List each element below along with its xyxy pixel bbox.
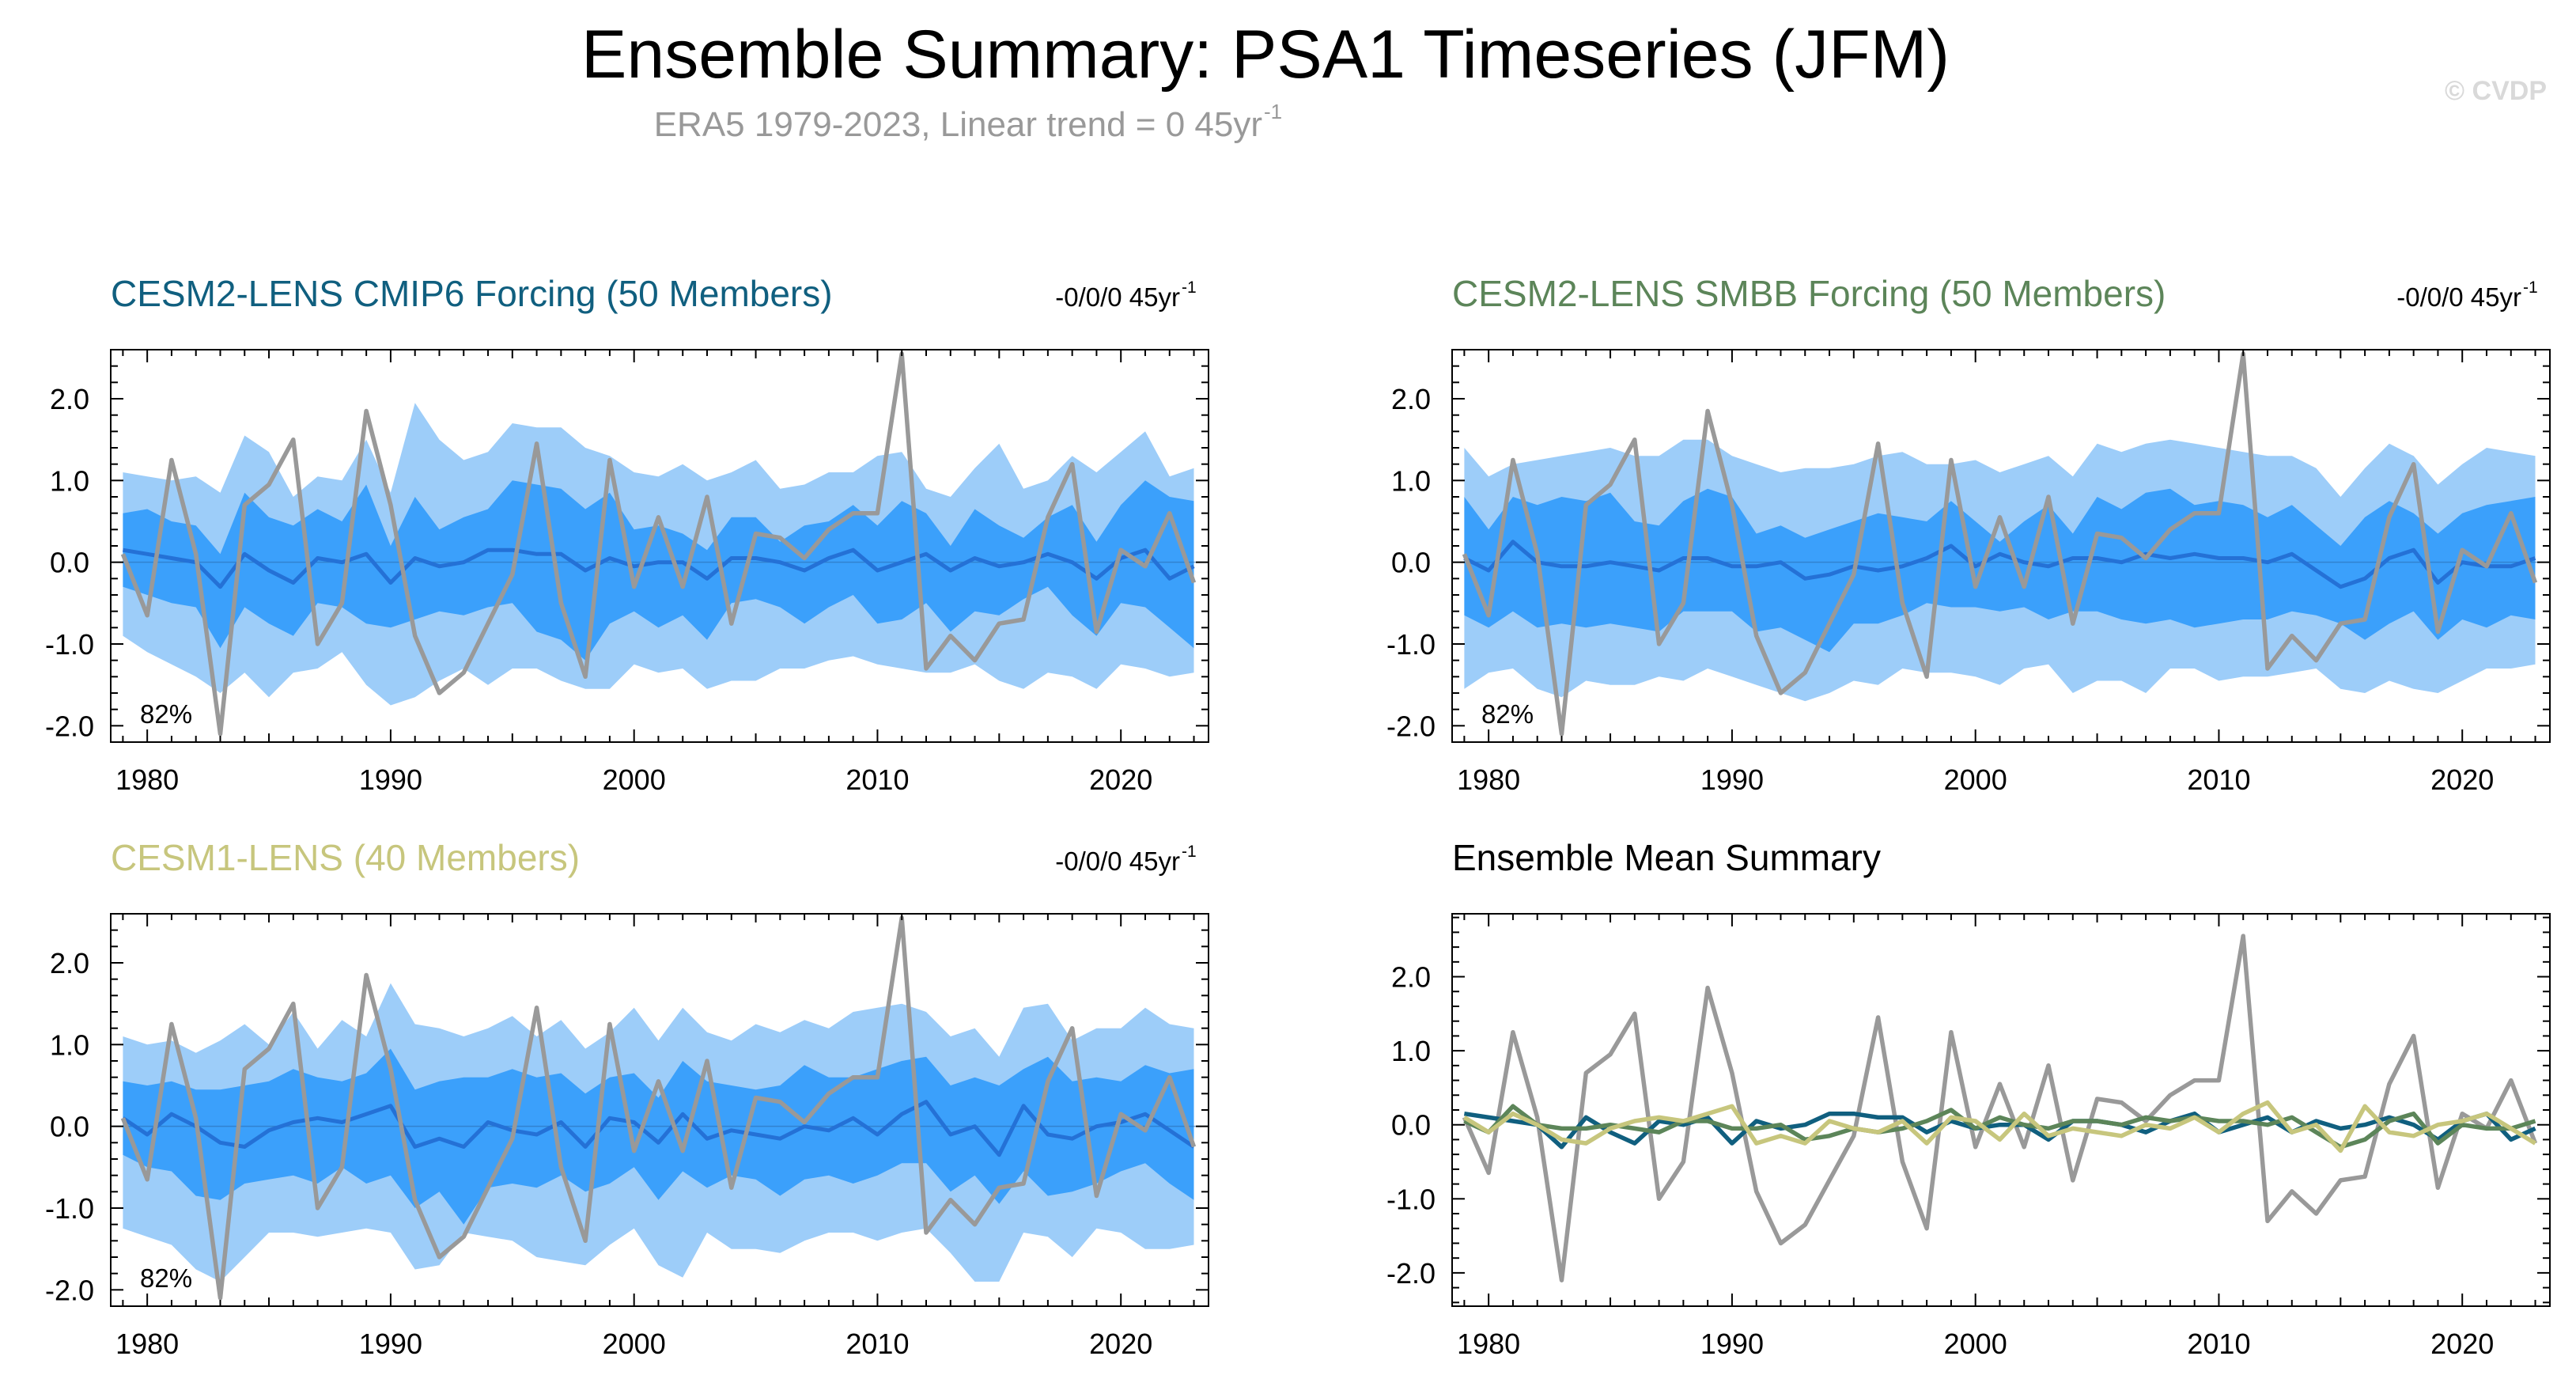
trend-label: -0/0/0 45yr — [1055, 847, 1180, 876]
panel-title: CESM2-LENS CMIP6 Forcing (50 Members) — [111, 273, 833, 314]
era5-observed-line — [120, 915, 1197, 1301]
y-tick-label: 2.0 — [50, 947, 89, 979]
y-tick-label: 2.0 — [1391, 961, 1431, 994]
percent-label: 82% — [1481, 699, 1534, 729]
trend-label: -0/0/0 45yr — [1055, 282, 1180, 312]
y-tick-label: 1.0 — [50, 464, 89, 497]
panels: 1980 1990 2000 2010 2020 2.0 1.0 0.0 -1.0 -2.0 CES… — [45, 273, 2551, 1360]
figure-subtitle: ERA5 1979-2023, Linear trend = 0 45yr — [654, 105, 1262, 144]
y-tick-label: 0.0 — [50, 547, 89, 579]
ensemble-mean-line — [122, 1100, 1195, 1157]
figure-subtitle-superscript: -1 — [1264, 100, 1282, 123]
panel-title: CESM2-LENS SMBB Forcing (50 Members) — [1452, 273, 2166, 314]
x-tick-label: 1980 — [115, 1328, 179, 1360]
panel-title: CESM1-LENS (40 Members) — [111, 837, 580, 878]
ensemble-inner-band — [123, 480, 1194, 661]
panel-summary: 1980 1990 2000 2010 2020 2.0 1.0 0.0 -1.0 -2.0 Ens… — [1386, 837, 2551, 1360]
y-tick-label: -1.0 — [1386, 628, 1436, 661]
ensemble-inner-band — [123, 1048, 1194, 1225]
y-tick-label: 1.0 — [1391, 464, 1431, 497]
y-tick-label: 0.0 — [50, 1111, 89, 1143]
x-tick-label: 2010 — [2187, 763, 2250, 796]
series-line-cesm2-lens-smbb — [1463, 1104, 2536, 1150]
x-tick-label: 1980 — [115, 763, 179, 796]
y-tick-label: -1.0 — [45, 1192, 94, 1225]
panel-cmip6: 1980 1990 2000 2010 2020 2.0 1.0 0.0 -1.0 -2.0 CES… — [45, 273, 1209, 796]
x-tick-label: 1990 — [1700, 763, 1764, 796]
plot-area — [1462, 934, 2538, 1282]
trend-label-superscript: -1 — [2523, 278, 2538, 297]
percent-label: 82% — [140, 1263, 192, 1293]
x-tick-label: 2000 — [603, 763, 666, 796]
series-line-era5 — [1462, 934, 2538, 1282]
x-tick-label: 1980 — [1457, 763, 1520, 796]
x-tick-label: 1990 — [359, 1328, 422, 1360]
x-tick-label: 1990 — [359, 763, 422, 796]
plot-area — [111, 915, 1209, 1301]
y-tick-label: -2.0 — [45, 710, 94, 742]
panel-smbb: 1980 1990 2000 2010 2020 2.0 1.0 0.0 -1.0 -2.0 CES… — [1386, 273, 2551, 796]
percent-label: 82% — [140, 699, 192, 729]
y-tick-label: 2.0 — [50, 383, 89, 415]
ensemble-inner-band — [1464, 488, 2536, 653]
x-tick-label: 2020 — [2430, 763, 2494, 796]
era5-observed-line — [120, 351, 1197, 737]
panel-title: Ensemble Mean Summary — [1452, 837, 1881, 878]
y-tick-label: -2.0 — [1386, 710, 1436, 742]
y-tick-label: 0.0 — [1391, 547, 1431, 579]
ensemble-mean-line — [1463, 540, 2536, 589]
trend-label-superscript: -1 — [1182, 843, 1197, 861]
series-line-cesm1-lens — [1462, 1100, 2536, 1153]
plot-frame — [1451, 913, 2551, 1307]
y-tick-label: -2.0 — [45, 1274, 94, 1306]
trend-label: -0/0/0 45yr — [2396, 282, 2521, 312]
plot-area — [1452, 351, 2550, 737]
series-line-cesm2-lens-cmip6 — [1463, 1111, 2536, 1150]
ensemble-mean-line — [122, 547, 1195, 589]
y-tick-label: 0.0 — [1391, 1109, 1431, 1142]
x-tick-label: 2010 — [845, 1328, 909, 1360]
y-tick-label: 1.0 — [50, 1028, 89, 1061]
x-tick-label: 2020 — [1089, 763, 1152, 796]
plot-area — [111, 351, 1209, 737]
trend-label-superscript: -1 — [1182, 278, 1197, 297]
era5-observed-line — [1462, 351, 2538, 737]
x-tick-label: 2020 — [2430, 1328, 2494, 1360]
y-tick-label: -1.0 — [1386, 1183, 1436, 1215]
x-tick-label: 2010 — [2187, 1328, 2250, 1360]
x-tick-label: 1980 — [1457, 1328, 1520, 1360]
cvdp-watermark: © CVDP — [2445, 76, 2547, 106]
panel-cesm1: 1980 1990 2000 2010 2020 2.0 1.0 0.0 -1.0 -2.0 CES… — [45, 837, 1209, 1360]
x-tick-label: 2010 — [845, 763, 909, 796]
x-tick-label: 2000 — [603, 1328, 666, 1360]
y-tick-label: 1.0 — [1391, 1035, 1431, 1067]
x-tick-label: 2000 — [1944, 1328, 2007, 1360]
figure-title: Ensemble Summary: PSA1 Timeseries (JFM) — [581, 17, 1950, 93]
x-tick-label: 2000 — [1944, 763, 2007, 796]
y-tick-label: -2.0 — [1386, 1257, 1436, 1290]
x-tick-label: 1990 — [1700, 1328, 1764, 1360]
y-tick-label: 2.0 — [1391, 383, 1431, 415]
y-tick-label: -1.0 — [45, 628, 94, 661]
x-tick-label: 2020 — [1089, 1328, 1152, 1360]
